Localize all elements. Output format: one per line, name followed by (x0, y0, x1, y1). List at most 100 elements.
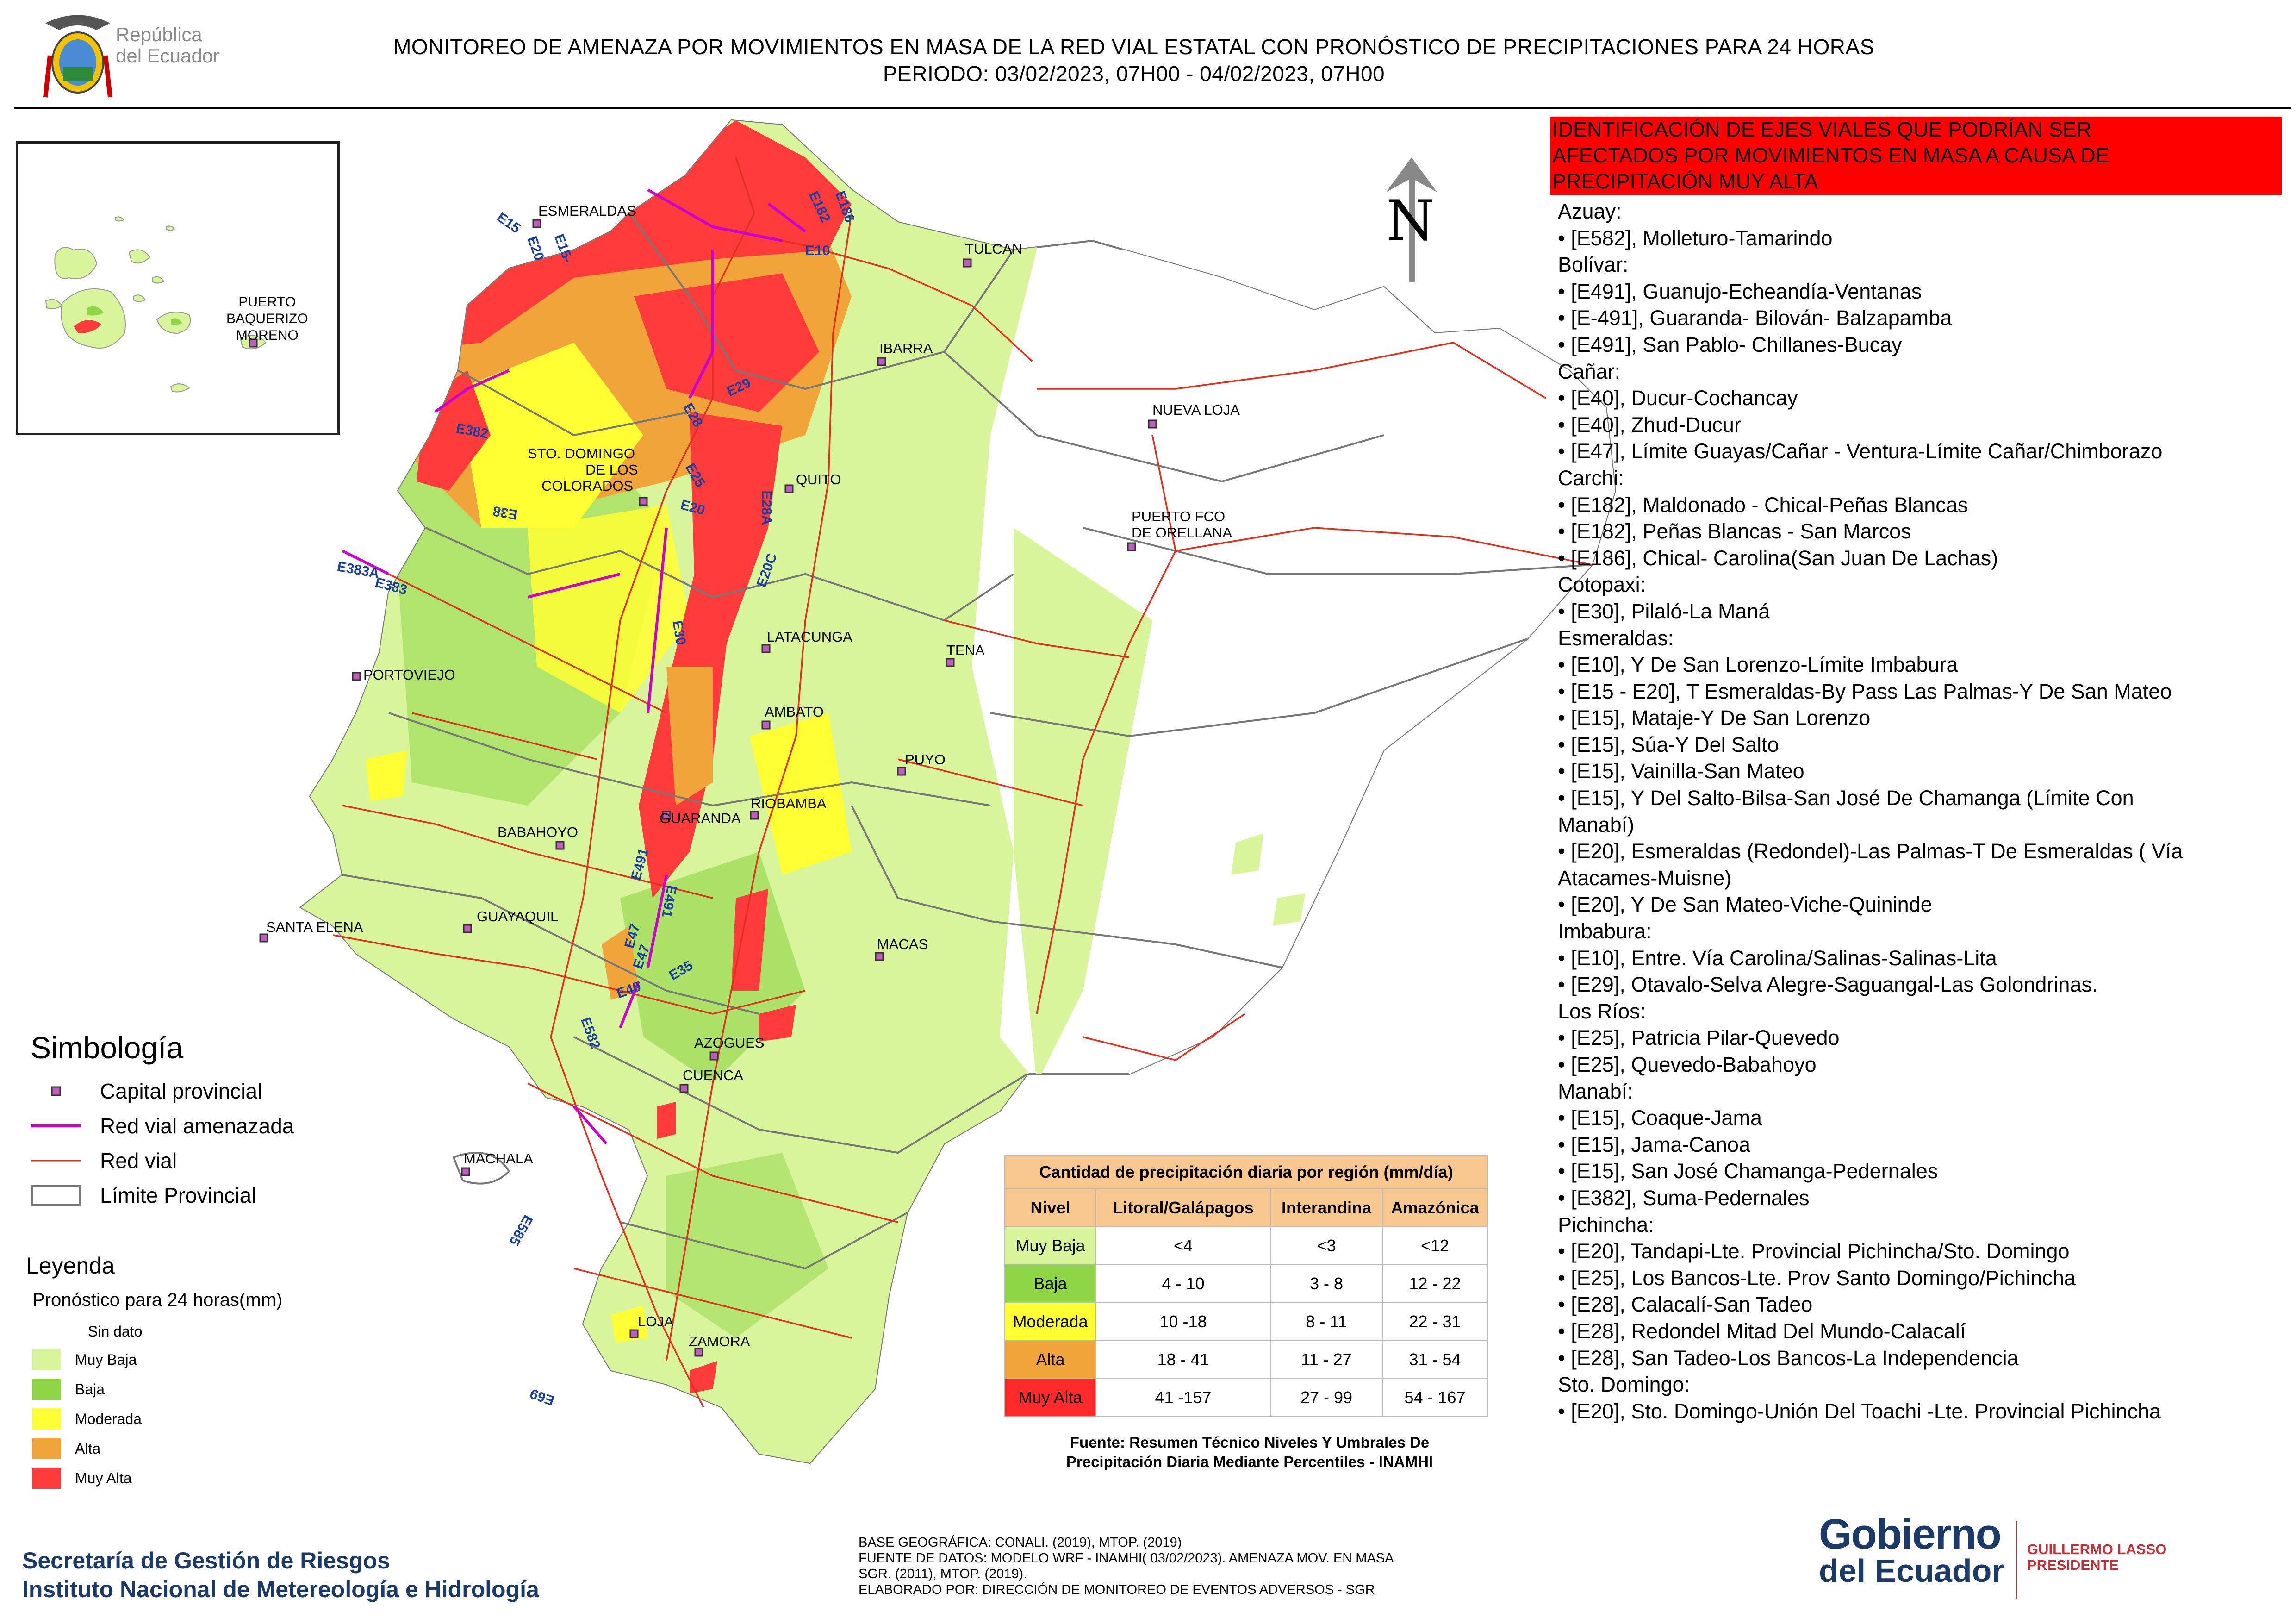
galapagos-inset: PUERTO BAQUERIZO MORENO (16, 141, 340, 435)
province-heading: Imbabura: (1558, 919, 1652, 943)
republica-text: República del Ecuador (116, 24, 220, 67)
road-item: • [E15], San José Chamanga-Pedernales (1558, 1159, 1938, 1183)
road-item: • [E-491], Guaranda- Bilován- Balzapamba (1558, 306, 1952, 330)
city-label: MACHALA (464, 1150, 533, 1167)
value-cell: 8 - 11 (1270, 1302, 1383, 1341)
level-cell: Alta (1004, 1340, 1096, 1379)
coat-of-arms (36, 9, 119, 102)
table-header: Litoral/Galápagos (1095, 1188, 1271, 1227)
color-swatch (32, 1438, 61, 1459)
simbologia-title: Simbología (31, 1031, 184, 1065)
table-title: Cantidad de precipitación diaria por reg… (1004, 1155, 1488, 1189)
level-cell: Moderada (1004, 1302, 1096, 1341)
value-cell: 3 - 8 (1270, 1264, 1383, 1303)
city-label: QUITO (796, 471, 841, 487)
logo-divider (2016, 1521, 2017, 1599)
road-item: • [E28], San Tadeo-Los Bancos-La Indepen… (1558, 1346, 2019, 1370)
value-cell: <3 (1270, 1226, 1383, 1265)
city-label: TENA (946, 642, 985, 658)
road-icon (31, 1151, 81, 1170)
road-label: E10 (805, 243, 830, 258)
leyenda-subtitle: Pronóstico para 24 horas(mm) (32, 1290, 283, 1310)
province-heading: Cañar: (1558, 359, 1621, 383)
color-swatch (32, 1349, 61, 1370)
city-label: ESMERALDAS (538, 203, 636, 219)
precipitation-table: Cantidad de precipitación diaria por reg… (1004, 1155, 1488, 1417)
table-header: Interandina (1270, 1188, 1383, 1227)
color-swatch (32, 1468, 61, 1489)
city-label: TULCAN (965, 241, 1023, 257)
city-label: MACAS (877, 936, 928, 952)
value-cell: 4 - 10 (1095, 1264, 1271, 1303)
road-item: • [E186], Chical- Carolina(San Juan De L… (1558, 546, 1998, 570)
leyenda-item: Muy Baja (32, 1349, 137, 1370)
footer-organizations: Secretaría de Gestión de Riesgos Institu… (22, 1548, 539, 1602)
road-item: • [E30], Pilaló-La Maná (1558, 599, 1770, 623)
value-cell: 31 - 54 (1382, 1340, 1488, 1379)
city-label: LOJA (638, 1313, 674, 1330)
city-label: IBARRA (879, 340, 933, 356)
leyenda-item: Sin dato (32, 1321, 142, 1342)
value-cell: 10 -18 (1095, 1302, 1271, 1341)
road-item: • [E15], Vainilla-San Mateo (1558, 759, 1804, 783)
level-cell: Muy Baja (1004, 1226, 1096, 1265)
road-item: • [E20], Y De San Mateo-Viche-Quininde (1558, 893, 1932, 917)
province-heading: Bolívar: (1558, 253, 1629, 277)
road-item: • [E15], Coaque-Jama (1558, 1106, 1762, 1130)
color-swatch (32, 1379, 61, 1400)
road-item: • [E15], Mataje-Y De San Lorenzo (1558, 706, 1871, 730)
province-heading: Esmeraldas: (1558, 626, 1674, 650)
level-cell: Baja (1004, 1264, 1096, 1303)
city-label: PORTOVIEJO (363, 667, 455, 683)
province-boundary-icon (31, 1185, 81, 1206)
value-cell: <12 (1382, 1226, 1488, 1265)
city-label: SANTA ELENA (266, 919, 363, 935)
province-heading: Sto. Domingo: (1558, 1373, 1690, 1397)
city-label: GUARANDA (660, 810, 741, 826)
leyenda-item: Muy Alta (32, 1468, 132, 1489)
province-heading: Atacames-Muisne) (1558, 866, 1732, 890)
road-item: • [E491], San Pablo- Chillanes-Bucay (1558, 332, 1902, 356)
road-item: • [E491], Guanujo-Echeandía-Ventanas (1558, 279, 1922, 303)
province-heading: Manabí) (1558, 812, 1635, 837)
road-item: • [E28], Calacalí-San Tadeo (1558, 1293, 1813, 1317)
road-item: • [E28], Redondel Mitad Del Mundo-Calaca… (1558, 1319, 1966, 1343)
road-item: • [E25], Los Bancos-Lte. Prov Santo Domi… (1558, 1266, 2076, 1290)
puerto-baquerizo-capital-marker (249, 338, 258, 348)
city-label: AZOGUES (694, 1035, 765, 1051)
province-heading: Azuay: (1558, 200, 1622, 223)
city-label: AMBATO (765, 704, 824, 720)
city-label: STO. DOMINGO (528, 445, 635, 462)
road-item: • [E182], Maldonado - Chical-Peñas Blanc… (1558, 493, 1968, 517)
road-item: • [E15], Jama-Canoa (1558, 1132, 1750, 1156)
road-item: • [E20], Sto. Domingo-Unión Del Toachi -… (1558, 1399, 2161, 1423)
leyenda-title: Leyenda (26, 1253, 115, 1279)
road-item: • [E10], Y De San Lorenzo-Límite Imbabur… (1558, 653, 1958, 677)
city-label: ZAMORA (689, 1333, 750, 1349)
table-row: Moderada 10 -18 8 - 11 22 - 31 (1004, 1302, 1488, 1341)
road-item: • [E40], Ducur-Cochancay (1558, 386, 1798, 410)
city-label: GUAYAQUIL (477, 908, 559, 924)
province-heading: Pichincha: (1558, 1212, 1654, 1237)
simbologia-item: Red vial (31, 1148, 177, 1173)
road-item: • [E15], Y Del Salto-Bilsa-San José De C… (1558, 786, 2134, 810)
road-item: • [E15], Súa-Y Del Salto (1558, 732, 1779, 756)
value-cell: 22 - 31 (1382, 1302, 1488, 1341)
value-cell: <4 (1095, 1226, 1271, 1265)
road-item: • [E20], Esmeraldas (Redondel)-Las Palma… (1558, 839, 2183, 863)
table-header: Nivel (1004, 1188, 1096, 1227)
road-item: • [E40], Zhud-Ducur (1558, 412, 1741, 437)
table-header: Amazónica (1382, 1188, 1488, 1227)
footer-sources: BASE GEOGRÁFICA: CONALI. (2019), MTOP. (… (859, 1535, 1394, 1597)
table-row: Alta 18 - 41 11 - 27 31 - 54 (1004, 1340, 1488, 1379)
simbologia-item: Red vial amenazada (31, 1113, 294, 1138)
color-swatch (32, 1408, 61, 1430)
road-item: • [E15 - E20], T Esmeraldas-By Pass Las … (1558, 679, 2172, 703)
city-label: RIOBAMBA (751, 795, 827, 812)
value-cell: 41 -157 (1095, 1378, 1271, 1417)
road-label: E28A (759, 490, 774, 525)
north-label: N (1386, 189, 1435, 253)
city-label: DE LOS (585, 462, 638, 478)
table-row: Baja 4 - 10 3 - 8 12 - 22 (1004, 1264, 1488, 1303)
president-label: GUILLERMO LASSO PRESIDENTE (2027, 1541, 2167, 1573)
